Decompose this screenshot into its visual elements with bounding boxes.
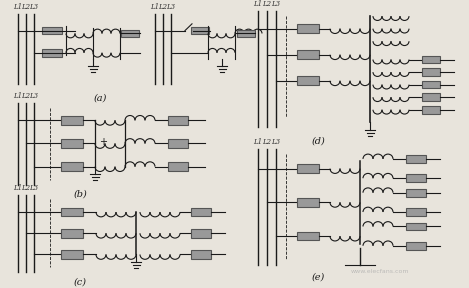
Text: (c): (c) — [74, 278, 86, 287]
Text: L1: L1 — [14, 184, 23, 192]
Text: L3: L3 — [30, 3, 38, 11]
Bar — [422, 56, 440, 63]
Bar — [297, 76, 319, 85]
Text: L2: L2 — [22, 92, 30, 100]
Bar — [406, 242, 426, 250]
Text: L2: L2 — [22, 184, 30, 192]
Text: L2: L2 — [263, 139, 272, 146]
Text: L1: L1 — [14, 3, 23, 11]
Bar — [61, 139, 83, 148]
Bar — [42, 27, 62, 35]
Bar — [42, 49, 62, 57]
Text: (e): (e) — [311, 273, 325, 282]
Bar — [297, 24, 319, 33]
Text: L3: L3 — [30, 184, 38, 192]
Text: L3: L3 — [166, 3, 175, 11]
Bar — [422, 81, 440, 88]
Text: L2: L2 — [159, 3, 167, 11]
Text: L1: L1 — [253, 0, 263, 8]
Bar — [422, 93, 440, 101]
Text: L2: L2 — [263, 0, 272, 8]
Bar — [61, 162, 83, 171]
Text: L2: L2 — [22, 3, 30, 11]
Text: (a): (a) — [93, 93, 106, 102]
Bar — [61, 250, 83, 259]
Bar — [406, 208, 426, 216]
Text: L3: L3 — [272, 0, 280, 8]
Bar — [237, 30, 255, 37]
Bar — [191, 250, 211, 259]
Text: (d): (d) — [311, 137, 325, 146]
Bar — [168, 139, 188, 148]
Bar — [297, 50, 319, 59]
Bar — [406, 174, 426, 182]
Bar — [422, 68, 440, 76]
Bar — [297, 164, 319, 173]
Bar — [422, 106, 440, 113]
Text: (b): (b) — [73, 190, 87, 199]
Bar — [168, 116, 188, 125]
Text: +: + — [99, 137, 107, 147]
Bar — [191, 27, 209, 35]
Bar — [297, 198, 319, 207]
Bar — [168, 162, 188, 171]
Bar — [297, 232, 319, 240]
Bar — [191, 208, 211, 216]
Bar — [61, 116, 83, 125]
Text: L3: L3 — [272, 139, 280, 146]
Bar — [406, 189, 426, 197]
Text: L1: L1 — [14, 92, 23, 100]
Text: L1: L1 — [151, 3, 159, 11]
Text: www.elecfans.com: www.elecfans.com — [351, 269, 409, 274]
Bar — [121, 30, 139, 37]
Text: L3: L3 — [30, 92, 38, 100]
Bar — [191, 229, 211, 238]
Bar — [61, 229, 83, 238]
Text: L1: L1 — [253, 139, 263, 146]
Bar — [61, 208, 83, 216]
Bar — [406, 155, 426, 163]
Bar — [406, 223, 426, 230]
